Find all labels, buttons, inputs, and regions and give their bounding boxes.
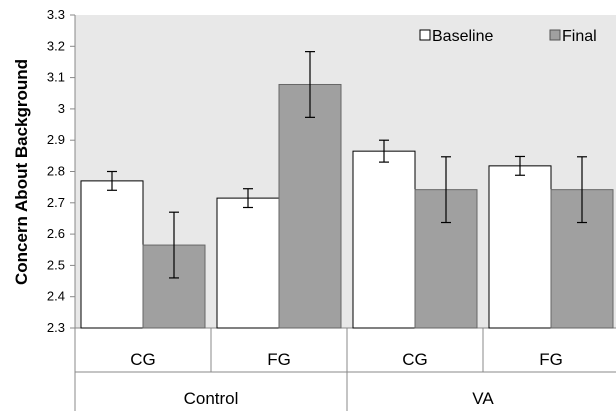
x-category-label: FG xyxy=(539,350,563,369)
bars xyxy=(80,51,614,329)
y-axis-ticks: 2.3 2.4 2.5 2.6 2.7 2.8 2.9 3 3.1 3.2 3.3 xyxy=(47,7,75,335)
x-category-label: FG xyxy=(267,350,291,369)
y-tick-label: 2.9 xyxy=(47,132,65,147)
bar-baseline xyxy=(80,180,144,329)
y-tick-label: 3 xyxy=(58,101,65,116)
y-tick-label: 3.3 xyxy=(47,7,65,22)
x-group-label: VA xyxy=(472,389,494,408)
y-tick-label: 3.2 xyxy=(47,38,65,53)
legend-label-final: Final xyxy=(562,28,597,45)
bar-final xyxy=(278,83,342,329)
y-axis-label: Concern About Background xyxy=(12,59,31,285)
legend-swatch-baseline xyxy=(419,29,431,41)
y-tick-label: 2.8 xyxy=(47,164,65,179)
bar-baseline xyxy=(352,150,416,329)
legend: Baseline Final xyxy=(419,28,597,45)
y-tick-label: 2.4 xyxy=(47,289,65,304)
x-group-label: Control xyxy=(184,389,239,408)
y-tick-label: 3.1 xyxy=(47,70,65,85)
y-tick-label: 2.5 xyxy=(47,257,65,272)
y-tick-label: 2.6 xyxy=(47,226,65,241)
x-category-label: CG xyxy=(402,350,428,369)
bar-baseline xyxy=(488,165,552,329)
legend-swatch-final xyxy=(549,29,561,41)
category-axis-labels: CG FG CG FG Control VA xyxy=(75,328,616,411)
y-tick-label: 2.3 xyxy=(47,320,65,335)
legend-label-baseline: Baseline xyxy=(432,28,493,45)
y-tick-label: 2.7 xyxy=(47,195,65,210)
bar-baseline xyxy=(216,197,280,329)
x-category-label: CG xyxy=(130,350,156,369)
